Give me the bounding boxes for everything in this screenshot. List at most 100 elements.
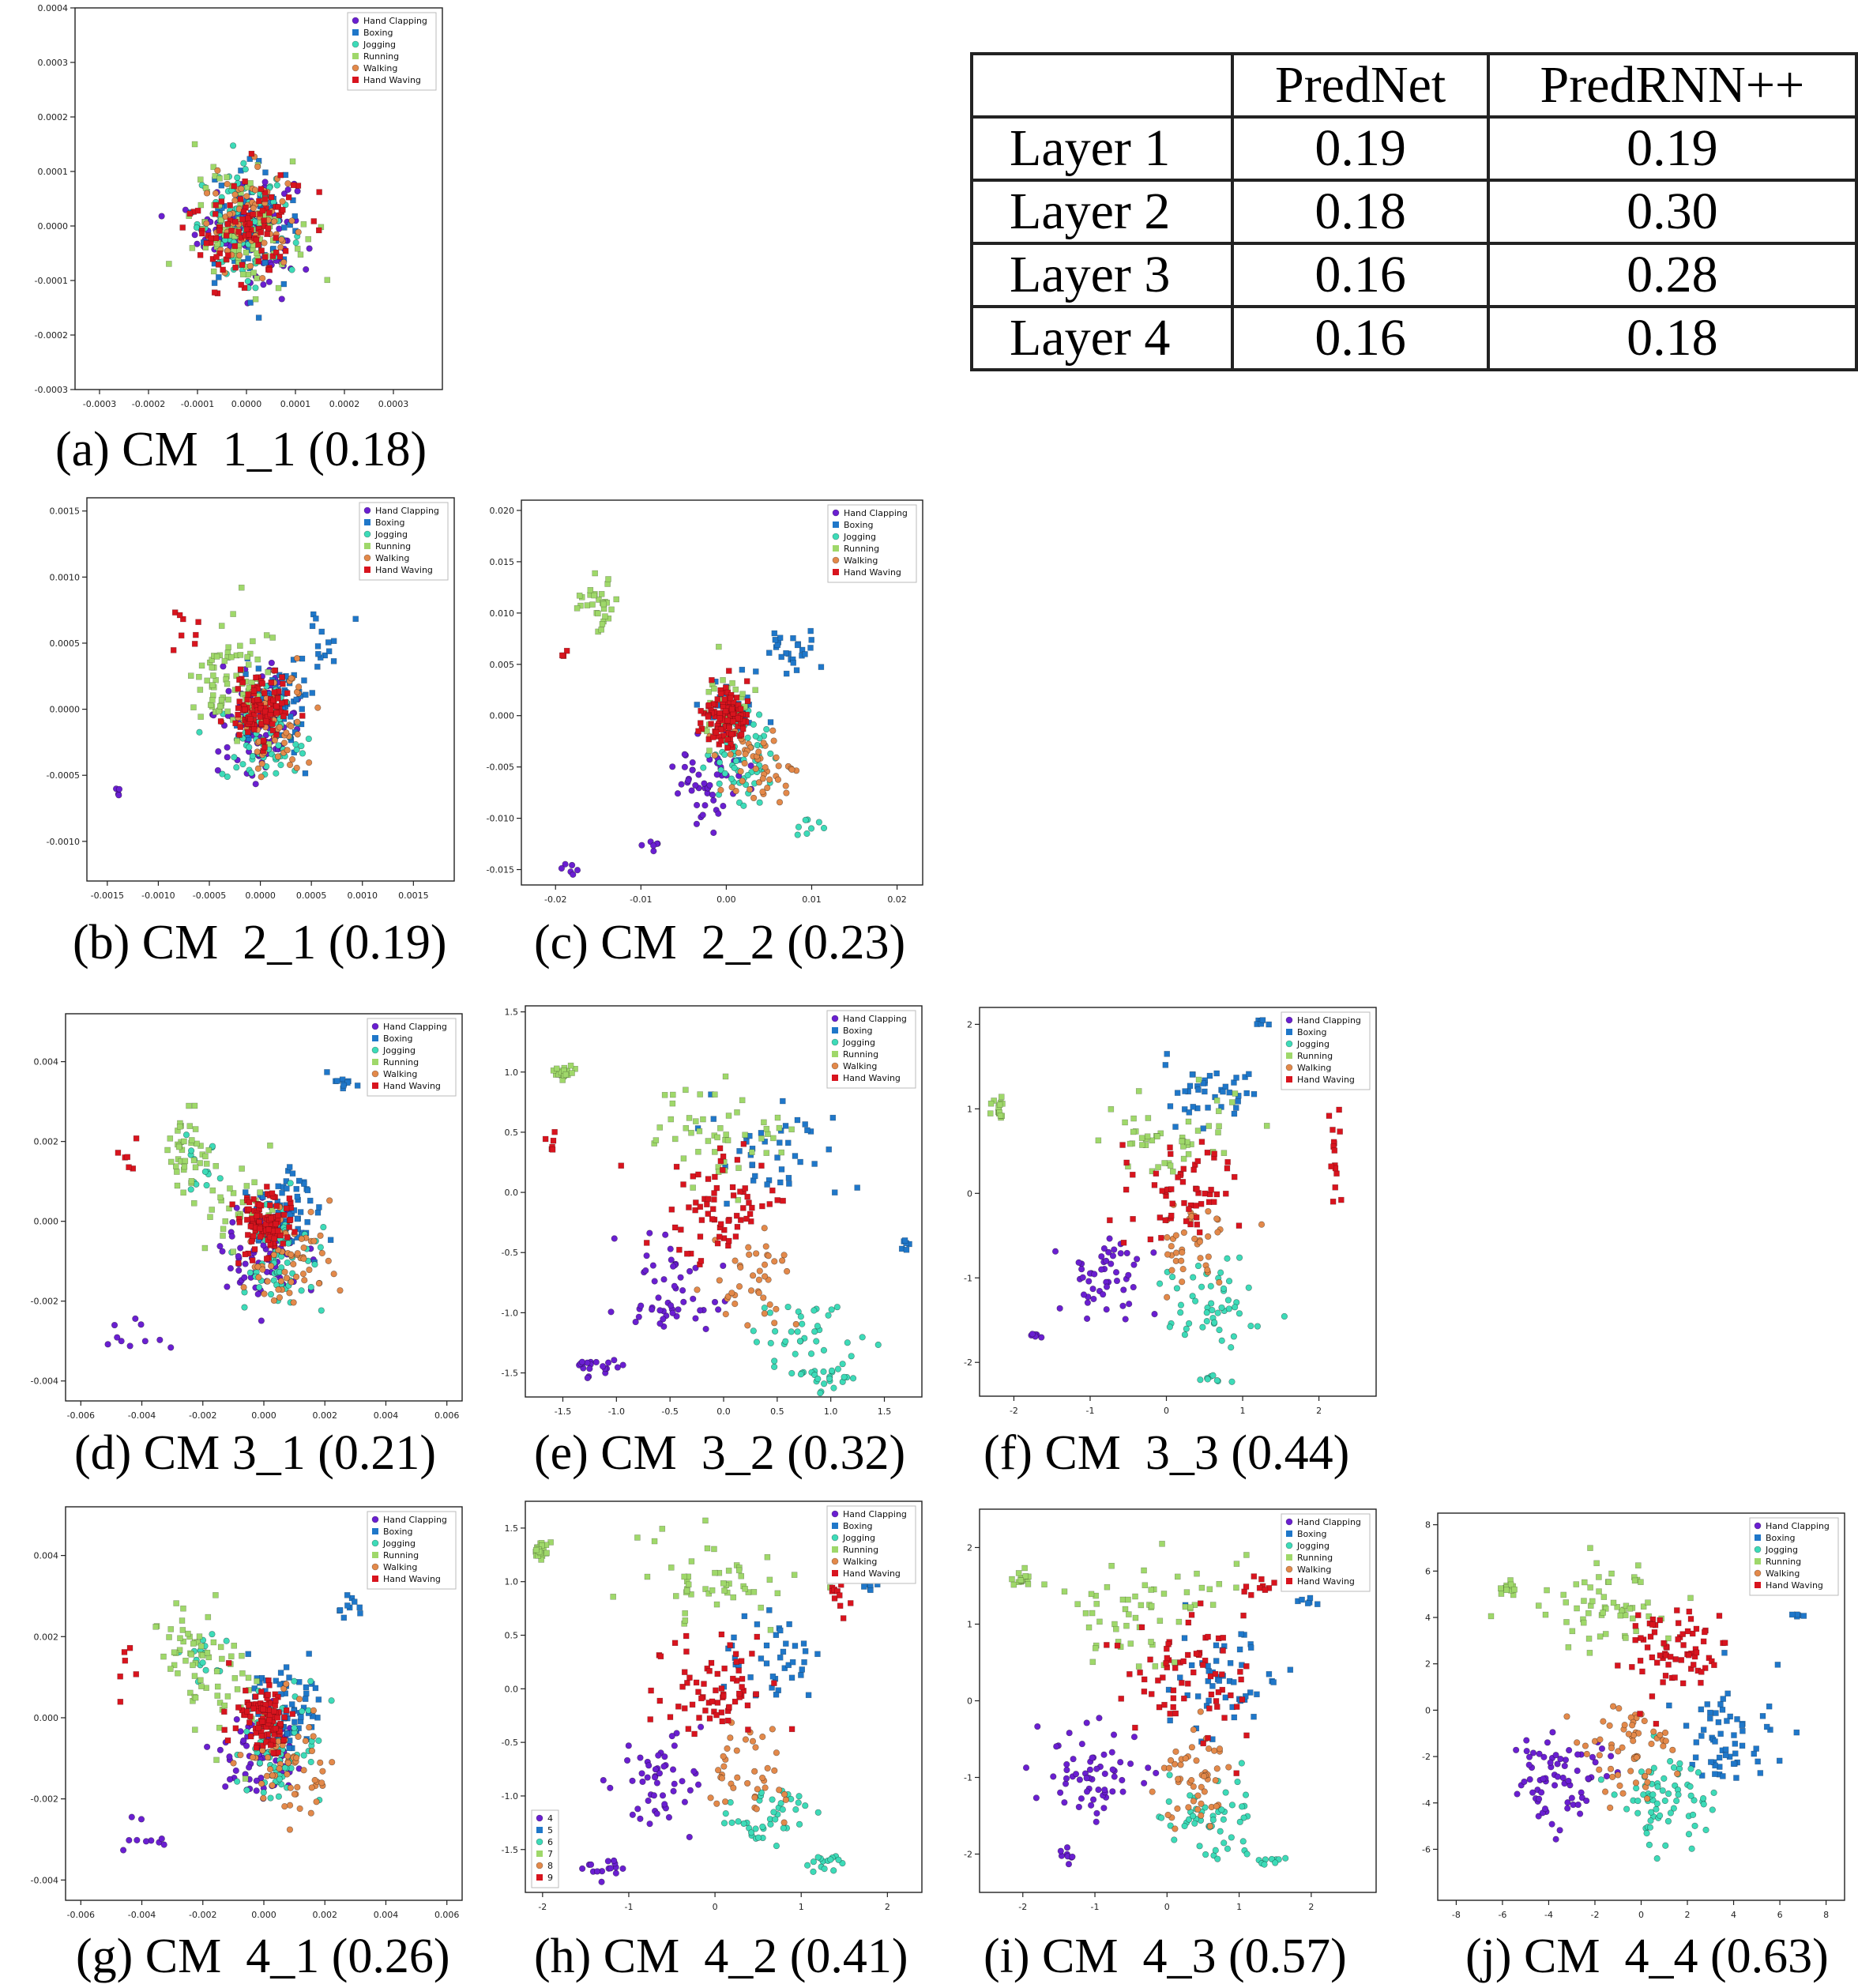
- caption-cm-4-3: (i) CM 4_3 (0.57): [984, 1930, 1347, 1983]
- data-point: [1560, 1591, 1567, 1598]
- data-point: [1586, 1650, 1593, 1656]
- data-point: [1582, 1579, 1588, 1586]
- data-point: [1661, 1640, 1667, 1647]
- data-point: [1684, 1628, 1691, 1635]
- data-point: [1596, 1574, 1602, 1580]
- data-point: [1698, 1680, 1704, 1686]
- data-point: [1733, 1775, 1740, 1781]
- data-point: [1554, 1760, 1561, 1768]
- data-point: [194, 240, 201, 247]
- data-point: [1583, 1797, 1590, 1805]
- data-point: [1644, 1795, 1651, 1802]
- data-point: [1717, 1730, 1724, 1738]
- data-point: [1676, 1760, 1683, 1768]
- data-point: [1549, 1729, 1556, 1736]
- x-tick-label: 0.0001: [280, 399, 311, 409]
- data-point: [1759, 1713, 1766, 1719]
- data-point: [1611, 1791, 1618, 1798]
- data-point: [1648, 1809, 1655, 1816]
- data-point: [1625, 1730, 1632, 1738]
- x-tick-label: 6: [1777, 1910, 1783, 1920]
- data-point: [1644, 1644, 1651, 1651]
- data-point: [1552, 1836, 1559, 1843]
- data-point: [1632, 1623, 1639, 1629]
- data-point: [1610, 1599, 1617, 1606]
- data-point: [1645, 1599, 1651, 1606]
- data-point: [1659, 1787, 1666, 1794]
- data-point: [1498, 1585, 1504, 1591]
- data-point: [1574, 1801, 1582, 1809]
- data-point: [1581, 1598, 1587, 1604]
- legend-label: Hand Clapping: [1766, 1521, 1830, 1531]
- data-point: [291, 213, 299, 220]
- table-cell: Layer 3: [969, 242, 1235, 308]
- data-point: [1633, 1785, 1640, 1792]
- data-point: [1643, 1830, 1650, 1837]
- x-tick-label: -8: [1452, 1910, 1461, 1920]
- data-point: [1538, 1789, 1545, 1796]
- data-point: [1521, 1778, 1528, 1786]
- data-point: [1562, 1756, 1570, 1764]
- data-point: [1647, 1633, 1654, 1640]
- data-point: [261, 260, 269, 266]
- data-point: [1654, 1783, 1661, 1790]
- data-point: [280, 281, 288, 288]
- data-point: [1585, 1610, 1592, 1617]
- data-point: [1660, 1679, 1666, 1685]
- data-point: [1623, 1805, 1630, 1813]
- data-point: [1709, 1806, 1716, 1813]
- data-point: [1662, 1842, 1669, 1849]
- data-point: [216, 274, 222, 281]
- y-tick-label: -0.0003: [35, 385, 68, 395]
- y-tick-label: 0: [1425, 1705, 1431, 1715]
- data-point: [1556, 1827, 1563, 1834]
- data-point: [255, 314, 262, 321]
- data-point: [1650, 1764, 1657, 1772]
- data-point: [1645, 1841, 1653, 1848]
- legend-marker: [1754, 1546, 1762, 1553]
- data-point: [1766, 1703, 1773, 1710]
- legend-label: Jogging: [1765, 1545, 1798, 1555]
- data-point: [1720, 1696, 1726, 1702]
- data-point: [1488, 1613, 1495, 1620]
- data-point: [1563, 1599, 1570, 1606]
- data-point: [1535, 1602, 1542, 1609]
- data-point: [1589, 1753, 1597, 1760]
- data-point: [1669, 1746, 1676, 1753]
- data-point: [1657, 1617, 1663, 1624]
- data-point: [1583, 1750, 1590, 1758]
- y-tick-label: 8: [1425, 1520, 1431, 1531]
- data-point: [1600, 1610, 1606, 1616]
- table-header-cell: PredNet: [1231, 52, 1490, 119]
- table-row: Layer 3 0.16 0.28: [969, 242, 1858, 308]
- table-cell: Layer 1: [969, 115, 1235, 182]
- data-point: [1566, 1747, 1573, 1754]
- data-point: [1716, 1613, 1723, 1619]
- y-tick-label: -4: [1422, 1798, 1431, 1809]
- data-point: [1634, 1798, 1642, 1805]
- data-point: [1653, 1659, 1661, 1666]
- data-point: [1688, 1845, 1695, 1852]
- legend-label: Boxing: [1766, 1533, 1795, 1543]
- data-point: [1630, 1615, 1636, 1622]
- data-point: [1630, 1738, 1637, 1745]
- data-point: [1719, 1707, 1726, 1713]
- data-point: [1757, 1770, 1764, 1776]
- data-point: [1653, 1720, 1660, 1727]
- data-point: [1631, 1577, 1638, 1584]
- data-point: [1574, 1751, 1582, 1758]
- data-point: [1573, 1581, 1580, 1587]
- data-point: [1554, 1773, 1561, 1780]
- data-point: [1633, 1628, 1639, 1634]
- data-point: [1629, 1722, 1636, 1729]
- x-tick-label: -0.0003: [83, 399, 116, 409]
- caption-cm-4-1: (g) CM 4_1 (0.26): [76, 1930, 450, 1983]
- data-point: [1675, 1636, 1681, 1643]
- data-point: [1740, 1728, 1746, 1734]
- data-point: [1615, 1705, 1623, 1712]
- data-point: [1637, 1711, 1643, 1717]
- data-point: [1638, 1635, 1644, 1641]
- data-point: [1776, 1757, 1783, 1764]
- data-point: [1753, 1745, 1759, 1752]
- data-point: [1674, 1770, 1681, 1777]
